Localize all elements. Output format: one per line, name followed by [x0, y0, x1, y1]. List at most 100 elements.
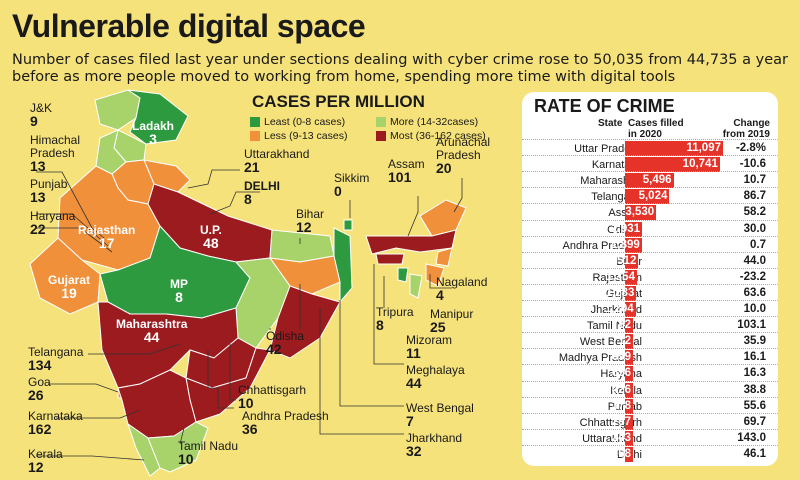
row-value: 5,024 — [638, 190, 668, 203]
label-haryana: Haryana 22 — [30, 210, 75, 237]
region-tripura — [397, 267, 409, 283]
row-value: 297 — [611, 415, 631, 428]
row-bar — [625, 141, 723, 156]
label-jk-name: J&K — [30, 101, 53, 115]
region-odisha — [269, 285, 341, 359]
label-odisha: Odisha 42 — [266, 329, 305, 357]
row-bar — [625, 173, 674, 189]
label-arunachal: Arunachal Pradesh 20 — [436, 136, 502, 176]
row-state: Andhra Pradesh — [562, 239, 643, 252]
label-jk-value: 9 — [30, 113, 38, 129]
label-manipur: Manipur 25 — [430, 308, 473, 335]
row-bar — [625, 189, 670, 205]
label-sikkim-name: Sikkim — [334, 171, 370, 185]
row-change: 69.7 — [743, 415, 766, 428]
row-value: 1,204 — [604, 303, 634, 315]
legend-less: More (14-32cases) — [376, 116, 478, 128]
row-change: 46.1 — [743, 447, 766, 460]
row-change: 16.3 — [743, 367, 766, 380]
row-value: 378 — [611, 399, 631, 412]
label-meghalaya-value: 44 — [406, 375, 422, 391]
label-kerala-name: Kerala — [28, 447, 63, 461]
region-sikkim — [343, 219, 353, 231]
label-up: U.P. 48 — [200, 223, 222, 251]
india-map: Ladakh 3 Rajasthan 17 U.P. 48 Gujarat 19 MP 8… — [0, 88, 520, 480]
label-westbengal-value: 7 — [406, 413, 414, 429]
row-value: 168 — [611, 447, 631, 460]
header-change: Change from 2019 — [722, 118, 770, 140]
row-bar — [625, 334, 633, 350]
row-value: 5,496 — [642, 174, 672, 187]
row-bar — [625, 366, 633, 382]
row-value: 699 — [611, 351, 631, 364]
row-value: 1,931 — [611, 222, 641, 235]
label-mizoram-value: 11 — [406, 345, 421, 361]
table-row: Punjab378 55.6 — [522, 396, 778, 416]
region-assam — [365, 229, 457, 255]
label-mp-name: MP — [170, 277, 188, 291]
label-karnataka: Karnataka 162 — [28, 409, 83, 437]
row-change: 55.6 — [743, 399, 766, 412]
row-change: -23.2 — [739, 270, 766, 283]
label-ladakh: Ladakh 3 — [132, 120, 174, 147]
label-tamilnadu-value: 10 — [178, 451, 194, 467]
label-westbengal-name: West Bengal — [406, 401, 474, 415]
label-rajasthan-name: Rajasthan — [78, 223, 136, 237]
label-bihar: Bihar 12 — [296, 207, 325, 235]
label-punjab-value: 13 — [30, 189, 46, 205]
table-row: West Bengal 712 35.9 — [522, 332, 778, 351]
page-subtitle: Number of cases filed last year under se… — [12, 52, 788, 85]
label-karnataka-name: Karnataka — [28, 409, 83, 423]
region-westbengal — [333, 227, 353, 304]
label-andhra-value: 36 — [242, 421, 258, 437]
row-bar — [625, 430, 633, 446]
row-bar — [625, 414, 633, 430]
label-maharashtra-name: Maharashtra — [116, 317, 188, 331]
label-goa: Goa 26 — [28, 375, 51, 403]
region-meghalaya — [375, 253, 405, 265]
label-gujarat-value: 19 — [61, 285, 77, 301]
map-legend: CASES PER MILLION Least (0-8 cases) More… — [248, 92, 518, 142]
label-mp-value: 8 — [175, 289, 183, 305]
label-manipur-value: 25 — [430, 319, 446, 335]
row-bar — [625, 237, 642, 253]
header-state: State — [598, 118, 623, 129]
row-change: 58.2 — [743, 206, 766, 219]
label-andhra-name: Andhra Pradesh — [242, 409, 329, 423]
label-himachal-value: 13 — [30, 158, 46, 174]
label-gujarat-name: Gujarat — [48, 273, 91, 287]
label-punjab: Punjab 13 — [30, 178, 67, 205]
label-jk: J&K 9 — [30, 101, 53, 129]
label-rajasthan-value: 17 — [98, 235, 115, 251]
row-change: 38.8 — [743, 383, 766, 396]
table-row: Uttar Pradesh 11,097 -2.8% — [522, 139, 778, 158]
label-jharkhand: Jharkhand 32 — [406, 432, 462, 459]
row-change: 44.0 — [743, 254, 766, 267]
legend-most-label: Most (36-162 cases) — [390, 130, 486, 142]
label-maharashtra-value: 44 — [143, 329, 160, 345]
label-meghalaya-name: Meghalaya — [406, 363, 465, 377]
label-chhattisgarh-name: Chhattisgarh — [238, 383, 307, 397]
legend-least-label: Least (0-8 cases) — [264, 116, 346, 128]
legend-title: CASES PER MILLION — [252, 92, 425, 111]
label-bihar-name: Bihar — [296, 207, 325, 221]
label-chhattisgarh: Chhattisgarh 10 — [238, 383, 307, 411]
table-row: Gujarat 1,283 63.6 — [522, 283, 778, 303]
label-assam-value: 101 — [388, 169, 412, 185]
label-goa-name: Goa — [28, 375, 51, 389]
table-row: Rajasthan 1,354 -23.2 — [522, 267, 778, 287]
row-value: 11,097 — [686, 142, 721, 154]
table-row: Telangana 5,024 86.7 — [522, 187, 778, 206]
header-cases: Cases filled in 2020 — [628, 118, 684, 140]
row-bar — [625, 302, 636, 317]
label-sikkim: Sikkim 0 — [334, 171, 370, 199]
label-haryana-value: 22 — [30, 221, 46, 237]
table-row: Karnataka 10,741 -10.6 — [522, 155, 778, 174]
label-nagaland-value: 4 — [436, 287, 444, 303]
label-assam-name: Assam — [388, 157, 425, 171]
legend-more: Less (9-13 cases) — [250, 130, 347, 142]
label-up-name: U.P. — [200, 223, 222, 237]
label-odisha-name: Odisha — [266, 329, 305, 343]
